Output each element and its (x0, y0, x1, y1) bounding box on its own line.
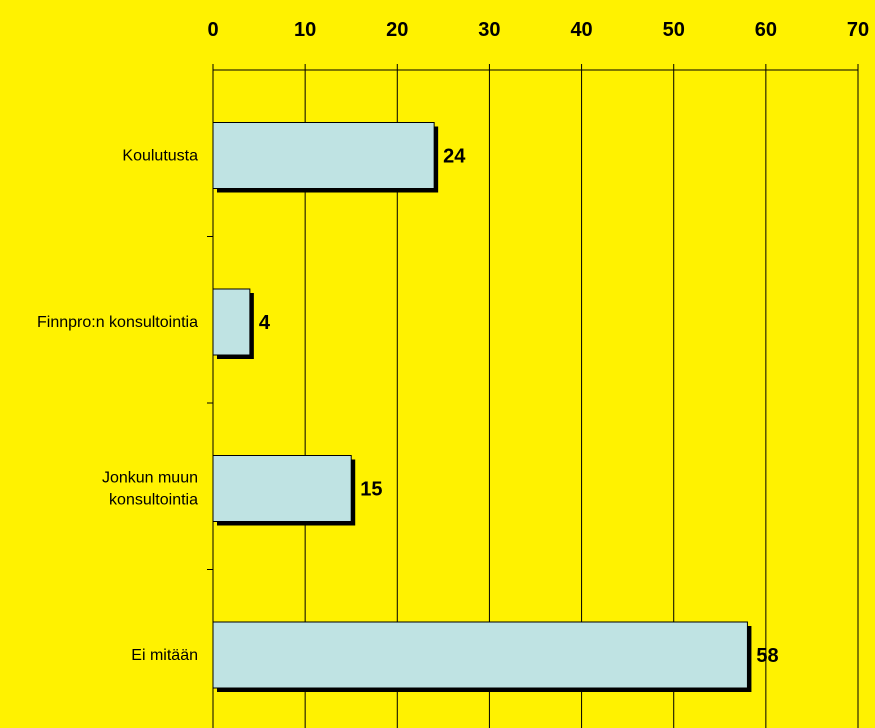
category-label-1: Finnpro:n konsultointia (37, 314, 198, 331)
x-tick-label-60: 60 (755, 19, 777, 41)
category-label-layer: Koulutusta Finnpro:n konsultointia Jonkun … (37, 148, 198, 665)
bar-0 (212, 122, 435, 189)
data-label-0: 24 (443, 146, 466, 168)
bar-2 (212, 455, 352, 522)
category-label-3: Ei mitään (131, 647, 198, 664)
x-tick-label-0: 0 (207, 19, 218, 41)
tick-label-layer: 0 10 20 30 40 50 60 70 (207, 19, 869, 41)
data-label-1: 4 (259, 312, 271, 334)
data-label-3: 58 (756, 645, 778, 667)
x-tick-label-70: 70 (847, 19, 869, 41)
x-tick-label-50: 50 (663, 19, 685, 41)
x-tick-label-40: 40 (570, 19, 592, 41)
category-label-line: Ei mitään (131, 647, 198, 664)
bar-1 (212, 288, 251, 356)
bar-3 (212, 621, 748, 689)
category-label-0: Koulutusta (122, 148, 198, 165)
x-tick-label-10: 10 (294, 19, 316, 41)
x-tick-label-30: 30 (478, 19, 500, 41)
data-label-2: 15 (360, 479, 382, 501)
data-label-layer: 24 4 15 58 (259, 146, 779, 668)
x-tick-label-20: 20 (386, 19, 408, 41)
category-label-line: Jonkun muun (102, 470, 198, 487)
category-label-line: Finnpro:n konsultointia (37, 314, 198, 331)
bar-layer (212, 122, 752, 692)
category-label-line: konsultointia (109, 492, 198, 509)
category-label-line: Koulutusta (122, 148, 198, 165)
category-label-2: Jonkun muun konsultointia (102, 470, 198, 509)
